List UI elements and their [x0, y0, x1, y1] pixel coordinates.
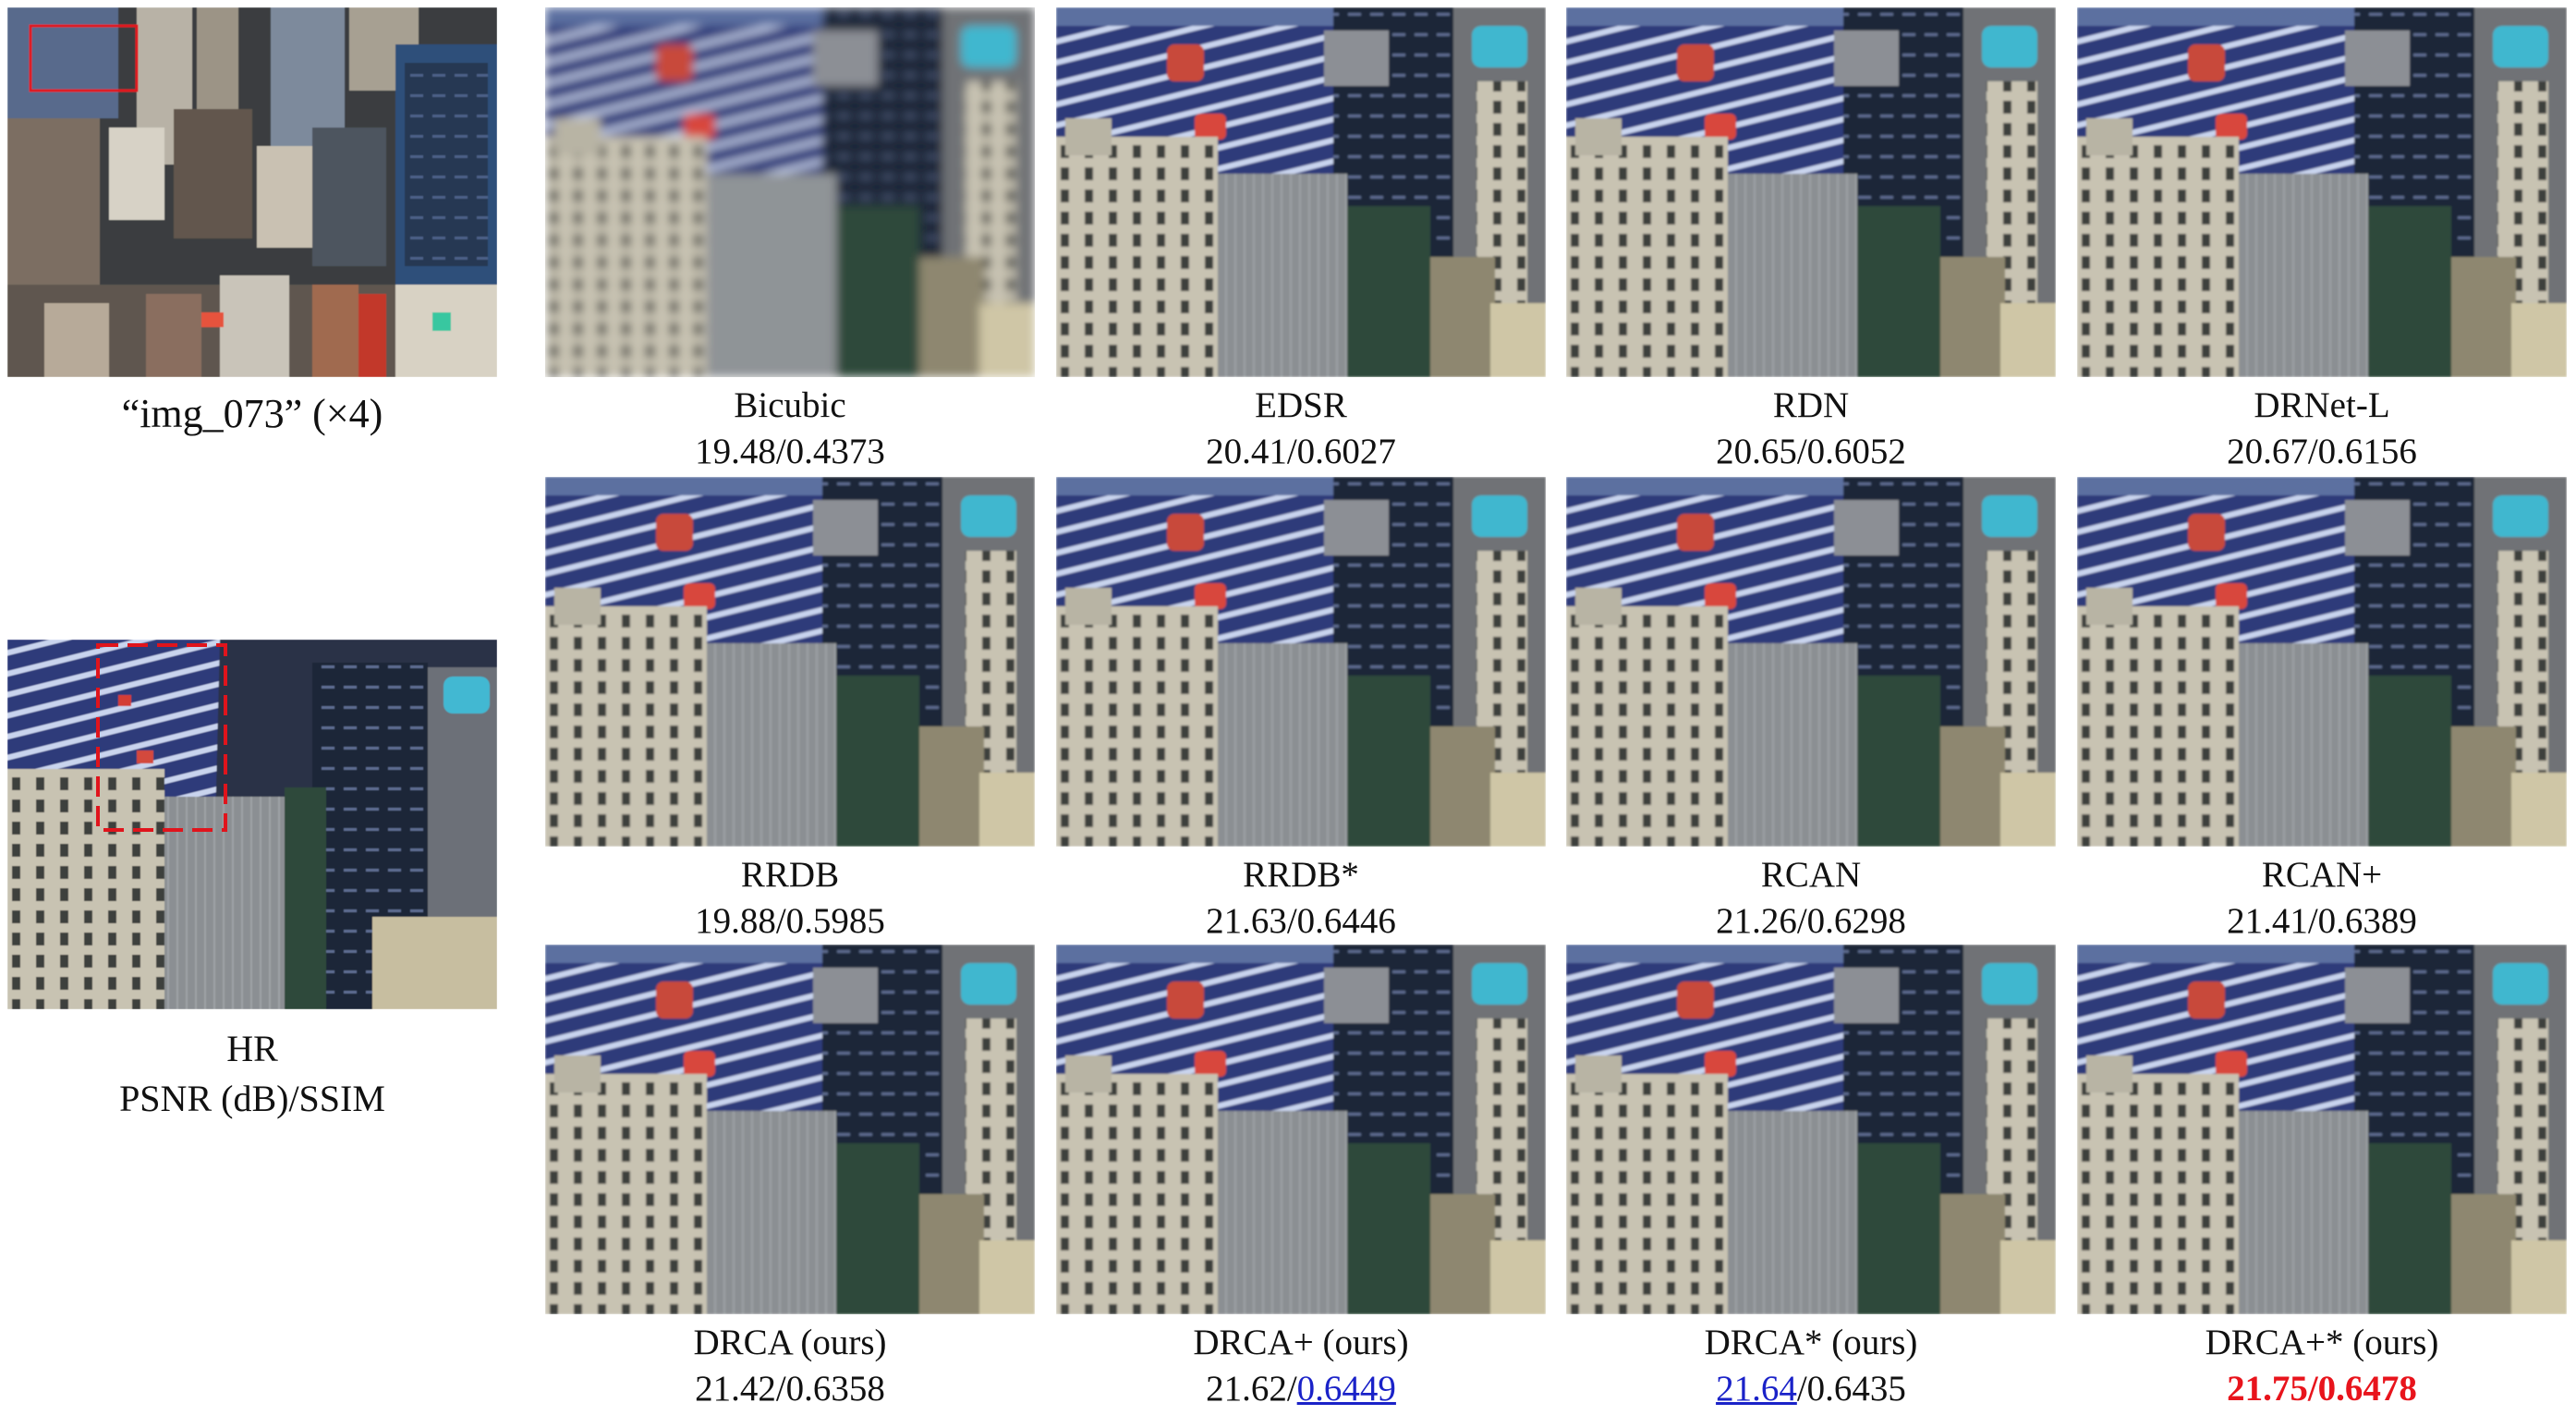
method-caption: RCAN 21.26/0.6298	[1566, 852, 2056, 945]
ssim-value: 0.6027	[1296, 432, 1396, 471]
overview-caption: “img_073” (×4)	[121, 391, 383, 436]
method-score: 21.26/0.6298	[1566, 898, 2056, 945]
metric-separator: /	[1286, 432, 1297, 471]
method-name: EDSR	[1255, 385, 1347, 425]
method-caption: DRNet-L 20.67/0.6156	[2077, 383, 2567, 475]
method-score: 19.88/0.5985	[545, 898, 1035, 945]
method-score: 21.42/0.6358	[545, 1366, 1035, 1412]
psnr-value: 19.88	[695, 901, 776, 941]
sr-result-image	[2077, 7, 2567, 377]
ssim-value: 0.6298	[1806, 901, 1906, 941]
method-score: 21.41/0.6389	[2077, 898, 2567, 945]
psnr-value: 21.26	[1716, 901, 1797, 941]
method-caption: DRCA+* (ours) 21.75/0.6478	[2077, 1320, 2567, 1412]
metric-separator: /	[1286, 901, 1297, 941]
method-name: RDN	[1772, 385, 1850, 425]
method-caption: RCAN+ 21.41/0.6389	[2077, 852, 2567, 945]
ssim-value: 0.6052	[1806, 432, 1906, 471]
metric-separator: /	[775, 432, 786, 471]
method-caption: DRCA (ours) 21.42/0.6358	[545, 1320, 1035, 1412]
psnr-value: 21.75	[2227, 1369, 2308, 1409]
sr-result-image	[1056, 945, 1546, 1314]
method-score: 20.65/0.6052	[1566, 429, 2056, 475]
metric-separator: /	[2307, 901, 2318, 941]
ssim-value: 0.6156	[2317, 432, 2417, 471]
psnr-value: 21.42	[695, 1369, 776, 1409]
ssim-value: 0.4373	[785, 432, 885, 471]
hr-caption: HR PSNR (dB)/SSIM	[7, 1024, 497, 1124]
metric-separator: /	[775, 1369, 786, 1409]
metric-label: PSNR (dB)/SSIM	[119, 1078, 385, 1119]
sr-result-image	[2077, 945, 2567, 1314]
method-score: 19.48/0.4373	[545, 429, 1035, 475]
method-score: 20.41/0.6027	[1056, 429, 1546, 475]
ssim-value: 0.6446	[1296, 901, 1396, 941]
method-name: DRCA* (ours)	[1704, 1323, 1918, 1362]
sr-result-image	[545, 945, 1035, 1314]
roi-box	[96, 643, 227, 832]
method-name: DRCA+ (ours)	[1193, 1323, 1409, 1362]
method-score: 21.62/0.6449	[1056, 1366, 1546, 1412]
method-name: RRDB	[740, 855, 840, 895]
overview-image	[7, 7, 497, 377]
metric-separator: /	[2307, 1369, 2318, 1409]
sr-result-image	[545, 7, 1035, 377]
hr-label: HR	[226, 1028, 278, 1069]
method-score: 21.64/0.6435	[1566, 1366, 2056, 1412]
psnr-value: 21.41	[2227, 901, 2308, 941]
method-score: 20.67/0.6156	[2077, 429, 2567, 475]
metric-separator: /	[1796, 1369, 1807, 1409]
sr-result-image	[1566, 7, 2056, 377]
ssim-value: 0.6478	[2317, 1369, 2417, 1409]
method-caption: DRCA+ (ours) 21.62/0.6449	[1056, 1320, 1546, 1412]
psnr-value: 20.65	[1716, 432, 1797, 471]
ssim-value: 0.6449	[1296, 1369, 1396, 1409]
method-name: DRCA+* (ours)	[2205, 1323, 2439, 1362]
method-name: Bicubic	[734, 385, 846, 425]
ssim-value: 0.6358	[785, 1369, 885, 1409]
method-caption: EDSR 20.41/0.6027	[1056, 383, 1546, 475]
method-caption: RDN 20.65/0.6052	[1566, 383, 2056, 475]
psnr-value: 21.62	[1206, 1369, 1287, 1409]
psnr-value: 21.64	[1716, 1369, 1797, 1409]
sr-result-image	[545, 477, 1035, 847]
method-caption: Bicubic 19.48/0.4373	[545, 383, 1035, 475]
metric-separator: /	[1796, 432, 1807, 471]
sr-result-image	[1566, 945, 2056, 1314]
method-name: DRNet-L	[2254, 385, 2390, 425]
ssim-value: 0.5985	[785, 901, 885, 941]
sr-result-image	[1056, 477, 1546, 847]
psnr-value: 21.63	[1206, 901, 1287, 941]
sr-result-image	[1056, 7, 1546, 377]
hr-image	[7, 640, 497, 1009]
ssim-value: 0.6435	[1806, 1369, 1906, 1409]
method-caption: DRCA* (ours) 21.64/0.6435	[1566, 1320, 2056, 1412]
psnr-value: 20.67	[2227, 432, 2308, 471]
method-name: RCAN+	[2261, 855, 2383, 895]
metric-separator: /	[775, 901, 786, 941]
metric-separator: /	[2307, 432, 2318, 471]
method-name: RCAN	[1760, 855, 1862, 895]
sr-result-image	[2077, 477, 2567, 847]
sr-result-image	[1566, 477, 2056, 847]
psnr-value: 20.41	[1206, 432, 1287, 471]
psnr-value: 19.48	[695, 432, 776, 471]
metric-separator: /	[1286, 1369, 1297, 1409]
ssim-value: 0.6389	[2317, 901, 2417, 941]
method-caption: RRDB 19.88/0.5985	[545, 852, 1035, 945]
method-name: RRDB*	[1243, 855, 1359, 895]
metric-separator: /	[1796, 901, 1807, 941]
method-name: DRCA (ours)	[693, 1323, 887, 1362]
method-score: 21.75/0.6478	[2077, 1366, 2567, 1412]
method-score: 21.63/0.6446	[1056, 898, 1546, 945]
method-caption: RRDB* 21.63/0.6446	[1056, 852, 1546, 945]
